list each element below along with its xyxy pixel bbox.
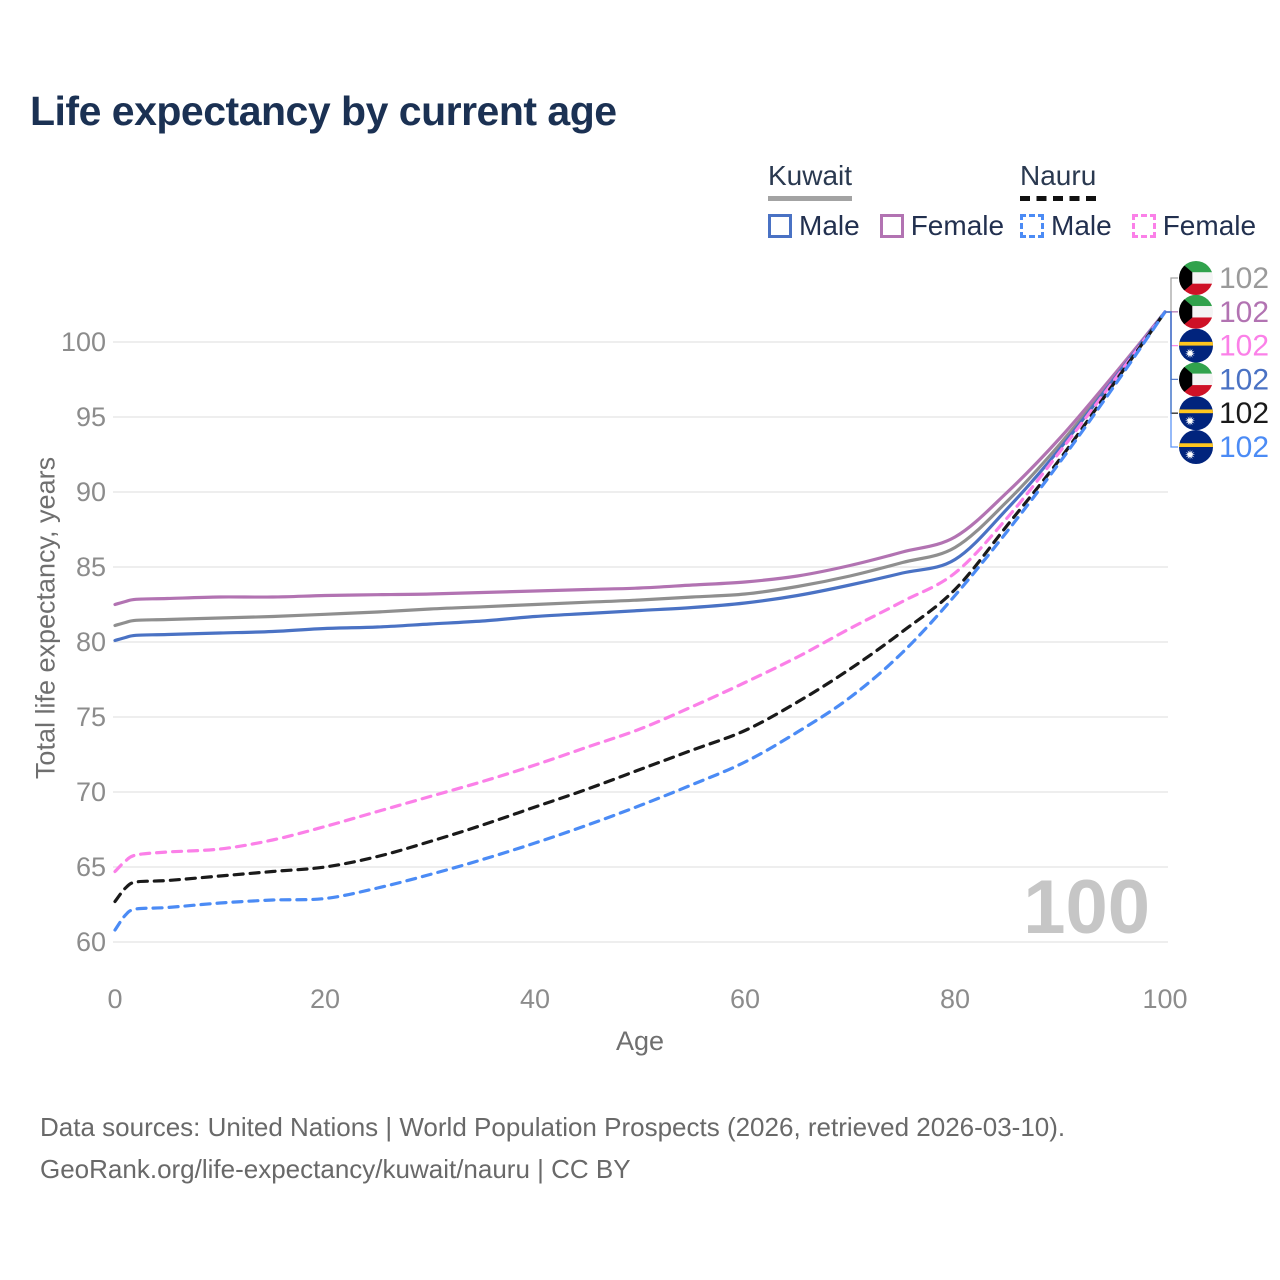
end-value-label-nauru_both: 102 (1219, 397, 1269, 430)
x-tick-label: 80 (940, 984, 970, 1014)
leader-line (1165, 277, 1178, 313)
end-value-label-nauru_male: 102 (1219, 431, 1269, 464)
legend-heading-kuwait[interactable]: Kuwait (768, 160, 853, 201)
x-tick-label: 60 (730, 984, 760, 1014)
nauru-flag-icon (1179, 430, 1213, 464)
kuwait-flag-icon (1179, 362, 1213, 397)
data-sources-line: Data sources: United Nations | World Pop… (40, 1112, 1066, 1142)
legend-group-kuwait: Kuwait Male Female (768, 160, 1004, 242)
legend-item-nauru-male[interactable]: Male (1020, 210, 1112, 242)
nauru-female-swatch-icon (1131, 214, 1156, 238)
kuwait-male-swatch-icon (768, 214, 792, 238)
legend-label: Male (799, 210, 860, 241)
legend-row-kuwait: Male Female (768, 210, 1004, 242)
kuwait-female-swatch-icon (879, 214, 904, 238)
y-tick-label: 100 (61, 327, 106, 357)
end-value-label-nauru_female: 102 (1219, 330, 1269, 363)
legend-item-nauru-female[interactable]: Female (1131, 210, 1257, 242)
x-tick-label: 40 (520, 984, 550, 1014)
legend-item-kuwait-male[interactable]: Male (768, 210, 860, 242)
nauru-flag-icon (1179, 328, 1213, 363)
leader-line (1165, 311, 1178, 448)
kuwait-flag-icon (1179, 261, 1213, 295)
attribution-line: GeoRank.org/life-expectancy/kuwait/nauru… (40, 1154, 631, 1184)
y-tick-label: 75 (76, 702, 106, 732)
legend: Kuwait Male Female Nauru Male (0, 160, 1280, 250)
legend-label: Female (1162, 210, 1257, 241)
y-tick-label: 95 (76, 402, 106, 432)
series-line-nauru_female[interactable] (113, 310, 1167, 874)
series-line-kuwait_male[interactable] (113, 310, 1167, 643)
x-axis-title: Age (615, 1026, 665, 1056)
legend-label: Male (1051, 210, 1112, 241)
series-line-nauru_both[interactable] (113, 310, 1167, 904)
y-tick-label: 65 (76, 852, 106, 882)
y-tick-label: 70 (76, 777, 106, 807)
legend-label: Female (910, 210, 1005, 241)
kuwait-flag-icon (1179, 294, 1213, 329)
series-line-nauru_male[interactable] (113, 310, 1167, 932)
page-title: Life expectancy by current age (30, 88, 617, 134)
legend-item-kuwait-female[interactable]: Female (879, 210, 1005, 242)
series-line-kuwait_female[interactable] (113, 310, 1167, 607)
x-tick-label: 0 (107, 984, 122, 1014)
y-tick-label: 90 (76, 477, 106, 507)
age-counter-watermark: 100 (1023, 865, 1150, 950)
end-value-label-kuwait_both: 102 (1219, 262, 1269, 295)
y-tick-label: 80 (76, 627, 106, 657)
y-tick-label: 85 (76, 552, 106, 582)
legend-row-nauru: Male Female (1020, 210, 1256, 242)
series-line-kuwait_both[interactable] (113, 310, 1167, 628)
legend-heading-nauru[interactable]: Nauru (1020, 160, 1097, 201)
nauru-male-swatch-icon (1020, 214, 1044, 238)
x-tick-label: 100 (1142, 984, 1187, 1014)
x-tick-label: 20 (310, 984, 340, 1014)
end-value-label-kuwait_male: 102 (1219, 363, 1269, 396)
nauru-flag-icon (1179, 396, 1213, 431)
y-tick-label: 60 (76, 927, 106, 957)
end-value-label-kuwait_female: 102 (1219, 296, 1269, 329)
footer: Data sources: United Nations | World Pop… (40, 1106, 1065, 1190)
legend-group-nauru: Nauru Male Female (1020, 160, 1256, 242)
